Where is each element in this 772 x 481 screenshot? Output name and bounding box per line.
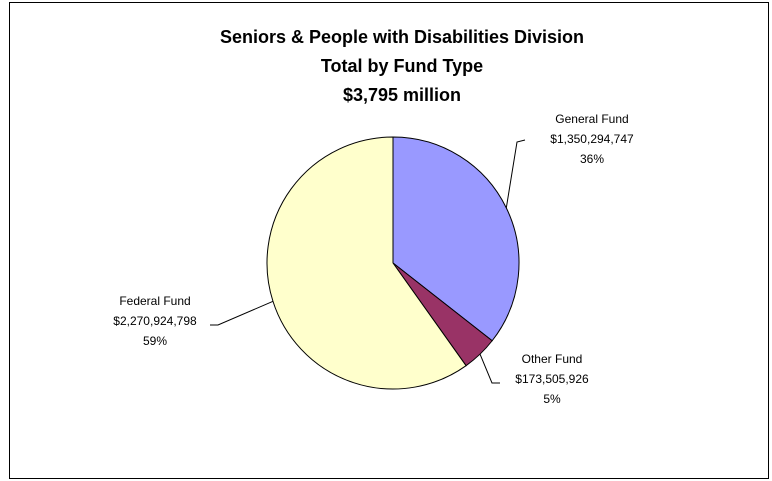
slice-label-general-fund: General Fund $1,350,294,747 36% — [550, 112, 634, 166]
chart-title-line-1: Seniors & People with Disabilities Divis… — [220, 27, 584, 47]
leader-lines — [210, 139, 526, 384]
leader-line-other-fund — [479, 353, 500, 384]
slice-percent-label: 59% — [143, 334, 167, 348]
slice-name-label: Other Fund — [522, 352, 583, 366]
slice-label-federal-fund: Federal Fund $2,270,924,798 59% — [113, 294, 197, 348]
slice-amount-label: $1,350,294,747 — [550, 132, 634, 146]
chart-title-line-2: Total by Fund Type — [321, 56, 483, 76]
leader-line-federal-fund — [210, 300, 274, 326]
slice-percent-label: 5% — [543, 392, 561, 406]
chart-title: Seniors & People with Disabilities Divis… — [220, 27, 584, 105]
slice-name-label: Federal Fund — [119, 294, 190, 308]
slice-percent-label: 36% — [580, 152, 604, 166]
pie-slice-federal-fund — [266, 136, 467, 390]
pie-slices — [266, 136, 520, 390]
slice-amount-label: $173,505,926 — [515, 372, 589, 386]
leader-line-general-fund — [505, 139, 526, 208]
slice-label-other-fund: Other Fund $173,505,926 5% — [515, 352, 589, 406]
slice-name-label: General Fund — [555, 112, 628, 126]
pie-slice-general-fund — [392, 136, 520, 342]
chart-title-line-3: $3,795 million — [343, 85, 461, 105]
slice-amount-label: $2,270,924,798 — [113, 314, 197, 328]
